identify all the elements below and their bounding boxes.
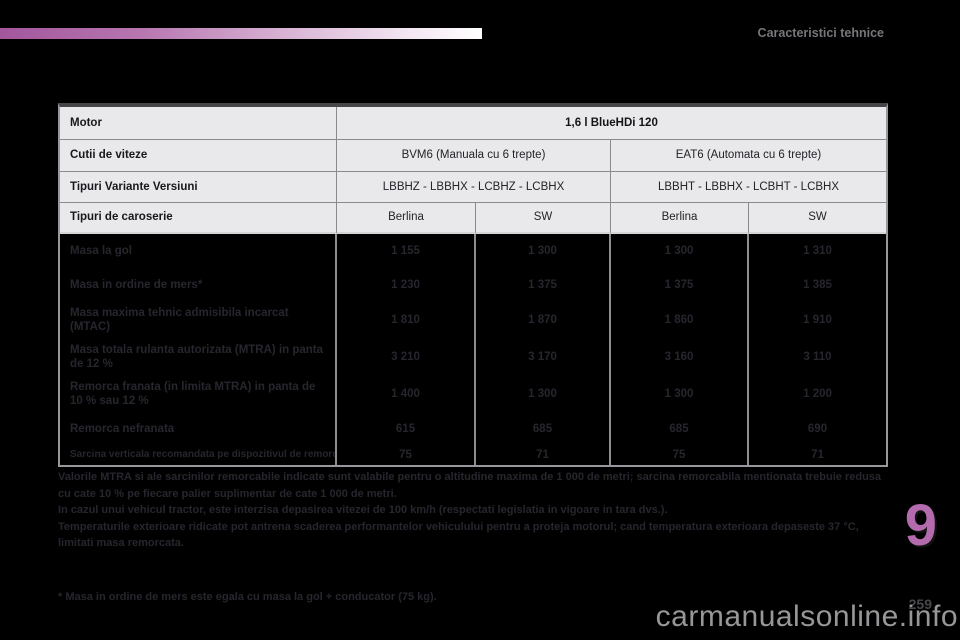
row-label: Masa in ordine de mers* (60, 268, 337, 302)
cell-value: 1 375 (611, 268, 749, 302)
footnotes-block: Valorile MTRA si ale sarcinilor remorcab… (58, 469, 890, 552)
page-header-title: Caracteristici tehnice (757, 26, 884, 40)
table-row-variants: Tipuri Variante Versiuni LBBHZ - LBBHX -… (60, 172, 886, 203)
cell-value: 75 (337, 446, 476, 465)
table-row-towball-load: Sarcina verticala recomandata pe dispozi… (60, 446, 886, 465)
cell-value: 71 (476, 446, 611, 465)
cell-variants-auto: LBBHT - LBBHX - LCBHT - LCBHX (611, 172, 886, 203)
cell-value: 685 (611, 412, 749, 446)
footnote-temperature: Temperaturile exterioare ridicate pot an… (58, 520, 859, 550)
cell-value: 685 (476, 412, 611, 446)
row-label-body-types: Tipuri de caroserie (60, 203, 337, 234)
chapter-number-badge: 9 (904, 493, 937, 558)
cell-value: 1 375 (476, 268, 611, 302)
table-row-mtac: Masa maxima tehnic admisibila incarcat (… (60, 302, 886, 338)
cell-value: 1 910 (749, 302, 886, 338)
cell-body-type: SW (476, 203, 611, 234)
table-row-gearbox: Cutii de viteze BVM6 (Manuala cu 6 trept… (60, 140, 886, 172)
cell-value: 1 870 (476, 302, 611, 338)
row-label: Masa totala rulanta autorizata (MTRA) in… (60, 338, 337, 376)
cell-gearbox-manual: BVM6 (Manuala cu 6 trepte) (337, 140, 611, 172)
footnote-speed: In cazul unui vehicul tractor, este inte… (58, 504, 668, 516)
row-label: Masa la gol (60, 234, 337, 268)
row-label: Masa maxima tehnic admisibila incarcat (… (60, 302, 337, 338)
spec-table: Motor 1,6 l BlueHDi 120 Cutii de viteze … (58, 103, 888, 467)
cell-variants-manual: LBBHZ - LBBHX - LCBHZ - LCBHX (337, 172, 611, 203)
table-row-body-types: Tipuri de caroserie Berlina SW Berlina S… (60, 203, 886, 234)
row-label: Sarcina verticala recomandata pe dispozi… (60, 446, 337, 465)
table-row-mtra: Masa totala rulanta autorizata (MTRA) in… (60, 338, 886, 376)
table-row-motor: Motor 1,6 l BlueHDi 120 (60, 107, 886, 140)
footnote-altitude: Valorile MTRA si ale sarcinilor remorcab… (58, 471, 882, 500)
cell-value: 71 (749, 446, 886, 465)
cell-body-type: SW (749, 203, 886, 234)
cell-value: 1 860 (611, 302, 749, 338)
row-label: Remorca nefranata (60, 412, 337, 446)
table-row-unbraked-trailer: Remorca nefranata 615 685 685 690 (60, 412, 886, 446)
table-row-running-order-mass: Masa in ordine de mers* 1 230 1 375 1 37… (60, 268, 886, 302)
cell-engine-name: 1,6 l BlueHDi 120 (337, 107, 886, 140)
cell-gearbox-auto: EAT6 (Automata cu 6 trepte) (611, 140, 886, 172)
cell-value: 1 385 (749, 268, 886, 302)
cell-value: 1 155 (337, 234, 476, 268)
watermark-text: carmanualsonline.info (655, 600, 958, 633)
cell-value: 1 230 (337, 268, 476, 302)
cell-value: 1 400 (337, 376, 476, 412)
row-label-gearbox: Cutii de viteze (60, 140, 337, 172)
cell-value: 1 300 (611, 376, 749, 412)
star-footnote: * Masa in ordine de mers este egala cu m… (58, 591, 437, 603)
cell-value: 3 160 (611, 338, 749, 376)
page-number: 259 (908, 596, 932, 612)
cell-body-type: Berlina (611, 203, 749, 234)
cell-value: 1 310 (749, 234, 886, 268)
cell-value: 3 210 (337, 338, 476, 376)
table-row-unladen-mass: Masa la gol 1 155 1 300 1 300 1 310 (60, 234, 886, 268)
cell-value: 615 (337, 412, 476, 446)
cell-value: 3 110 (749, 338, 886, 376)
row-label-variants: Tipuri Variante Versiuni (60, 172, 337, 203)
table-row-braked-trailer: Remorca franata (in limita MTRA) in pant… (60, 376, 886, 412)
cell-value: 690 (749, 412, 886, 446)
cell-value: 1 300 (611, 234, 749, 268)
cell-value: 1 200 (749, 376, 886, 412)
cell-value: 1 300 (476, 376, 611, 412)
row-label-motor: Motor (60, 107, 337, 140)
row-label: Remorca franata (in limita MTRA) in pant… (60, 376, 337, 412)
cell-body-type: Berlina (337, 203, 476, 234)
cell-value: 75 (611, 446, 749, 465)
cell-value: 3 170 (476, 338, 611, 376)
header-gradient-bar (0, 28, 482, 39)
cell-value: 1 300 (476, 234, 611, 268)
cell-value: 1 810 (337, 302, 476, 338)
